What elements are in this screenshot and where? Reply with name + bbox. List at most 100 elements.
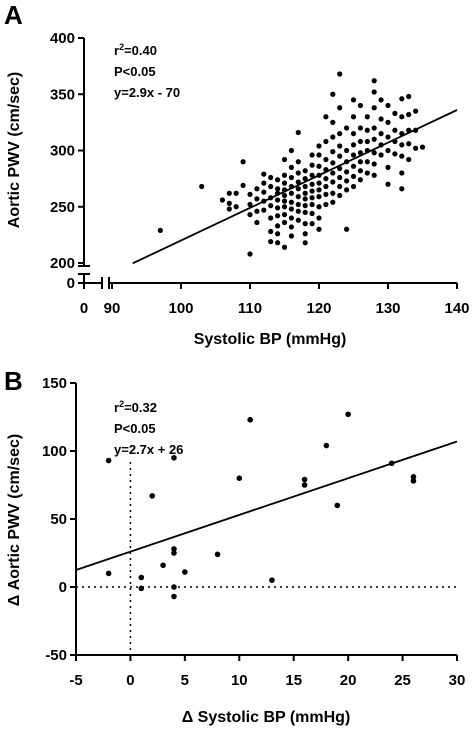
panel-a-data-point — [330, 199, 336, 205]
panel-b-data-point — [138, 585, 145, 592]
panel-a-data-point — [357, 125, 363, 131]
panel-a-data-point — [226, 200, 232, 206]
panel-a-data-point — [392, 127, 398, 133]
panel-a-data-point — [399, 186, 405, 192]
panel-a-data-point — [302, 221, 308, 227]
panel-a-data-point — [337, 71, 343, 77]
panel-a-data-point — [295, 129, 301, 136]
panel-a-data-point — [309, 152, 315, 158]
panel-a-data-point — [261, 198, 267, 204]
panel-a-data-point — [357, 102, 363, 109]
panel-a-data-point — [302, 203, 308, 209]
panel-a-data-point — [316, 204, 322, 210]
panel-a-data-point — [261, 189, 267, 195]
panel-a-data-point — [344, 169, 350, 175]
panel-a-data-point — [357, 138, 363, 145]
panel-a-data-point — [295, 217, 301, 223]
panel-a-data-point — [371, 105, 377, 111]
panel-a-data-point — [399, 131, 405, 137]
panel-b-x-tick-label: 20 — [340, 672, 357, 689]
panel-a-data-point — [344, 226, 350, 232]
panel-a-data-point — [275, 205, 281, 211]
panel-a-x-tick-label: 90 — [104, 300, 121, 317]
panel-a-data-point — [385, 119, 391, 125]
panel-a-data-point — [268, 239, 274, 245]
panel-a-data-point — [350, 131, 357, 137]
panel-a-data-point — [323, 191, 329, 197]
panel-a-data-point — [364, 114, 370, 120]
panel-a-data-point — [226, 190, 232, 196]
panel-b-data-point — [138, 574, 145, 581]
panel-a-data-point — [344, 178, 350, 184]
panel-a-data-point — [240, 159, 246, 165]
panel-a-data-point — [371, 125, 377, 131]
panel-a-y-tick-label: 350 — [50, 86, 75, 103]
panel-a-data-point — [233, 190, 239, 196]
panel-a-x-tick-label: 100 — [168, 300, 193, 317]
panel-a-data-point — [378, 152, 384, 158]
panel-a-data-point — [316, 143, 322, 149]
panel-b-data-point — [171, 455, 177, 461]
panel-a-data-point — [337, 143, 343, 149]
panel-a-data-point — [281, 204, 288, 210]
panel-a-data-point — [261, 207, 267, 213]
panel-a-x-tick-label: 0 — [80, 300, 88, 317]
panel-a-data-point — [337, 131, 343, 137]
panel-a-data-point — [378, 142, 384, 148]
panel-a-data-point — [371, 78, 377, 84]
panel-a-data-point — [350, 114, 357, 120]
panel-a-data-point — [350, 163, 357, 169]
panel-a-x-tick-label: 110 — [238, 300, 262, 317]
panel-a-data-point — [350, 173, 357, 179]
panel-a-data-point — [288, 147, 294, 154]
panel-a-data-point — [350, 97, 357, 103]
panel-a-data-point — [288, 233, 294, 239]
panel-a-x-axis-title: Systolic BP (mmHg) — [194, 331, 347, 348]
panel-b-x-tick-label: 30 — [449, 672, 466, 689]
panel-a-data-point — [406, 141, 412, 147]
panel-b-data-point — [323, 442, 330, 449]
panel-a-data-point — [275, 240, 281, 246]
panel-a-data-point — [378, 97, 384, 103]
panel-a-data-point — [364, 138, 370, 145]
panel-a-data-point — [261, 180, 267, 186]
panel-a-label: A — [4, 0, 23, 30]
panel-a-data-point — [350, 183, 357, 190]
panel-b-data-point — [301, 482, 308, 488]
panel-a-data-point — [268, 203, 274, 209]
panel-b-data-point — [410, 478, 417, 484]
panel-a-data-point — [302, 196, 308, 202]
panel-b-r2-value: =0.32 — [124, 400, 157, 415]
panel-b-data-point — [345, 411, 351, 418]
panel-a-data-point — [219, 197, 225, 203]
panel-b-y-tick-label: -50 — [45, 647, 67, 664]
panel-a-data-point — [357, 177, 363, 183]
panel-a-data-point — [295, 159, 301, 165]
panel-a-data-point — [378, 116, 384, 122]
panel-a-data-point — [344, 159, 350, 165]
panel-a-data-point — [323, 138, 329, 145]
panel-b-data-point — [105, 457, 112, 464]
panel-a-data-point — [316, 180, 322, 186]
panel-a-data-point — [295, 186, 301, 192]
panel-a-data-point — [337, 105, 343, 111]
panel-a-data-point — [413, 145, 419, 151]
panel-a-data-point — [281, 244, 288, 250]
panel-a-data-point — [316, 163, 322, 169]
panel-a-data-point — [385, 102, 391, 109]
panel-a-data-point — [371, 136, 377, 142]
panel-a-data-point — [364, 159, 370, 165]
panel-b-x-tick-label: 10 — [231, 672, 248, 689]
panel-a-data-point — [323, 114, 329, 120]
panel-a-data-point — [337, 165, 343, 172]
panel-a-r2-value: =0.40 — [124, 43, 157, 58]
panel-b-x-tick-label: 15 — [285, 672, 302, 689]
panel-a-data-point — [330, 160, 336, 166]
panel-a-x-tick-label: 140 — [444, 300, 469, 317]
panel-a-data-point — [399, 170, 405, 176]
panel-b-regression-line — [75, 440, 458, 571]
panel-a-data-point — [254, 219, 260, 226]
panel-a-data-point — [309, 210, 315, 217]
